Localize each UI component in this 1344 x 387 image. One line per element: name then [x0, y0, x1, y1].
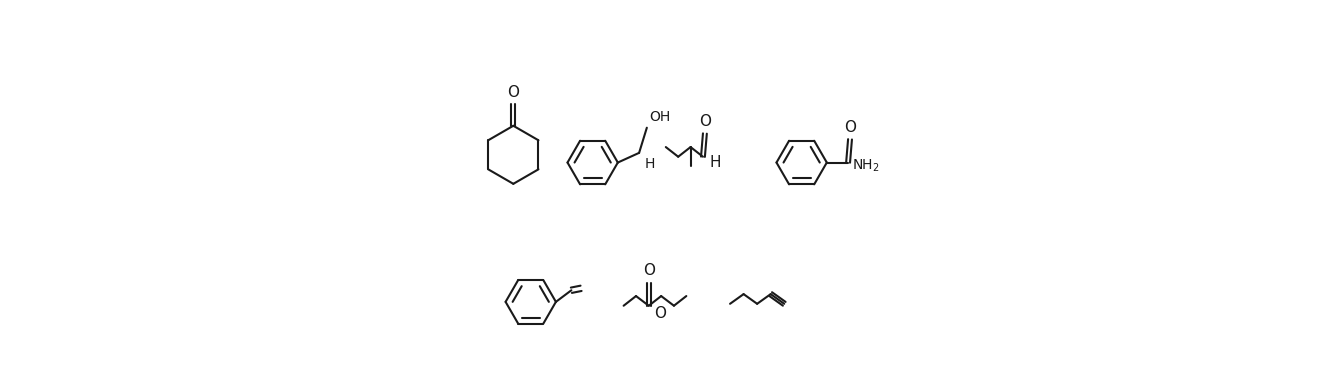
- Text: NH$_2$: NH$_2$: [852, 158, 879, 174]
- Text: O: O: [507, 85, 519, 100]
- Text: O: O: [844, 120, 856, 135]
- Text: O: O: [642, 263, 655, 278]
- Text: H: H: [710, 155, 722, 170]
- Text: H: H: [644, 157, 655, 171]
- Text: O: O: [655, 306, 667, 321]
- Text: OH: OH: [649, 110, 671, 124]
- Text: O: O: [699, 114, 711, 129]
